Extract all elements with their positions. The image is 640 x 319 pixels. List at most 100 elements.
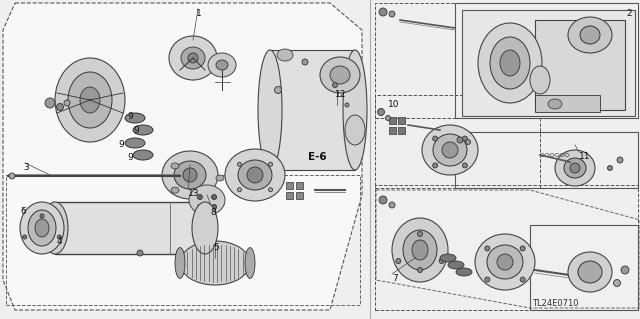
Ellipse shape — [216, 60, 228, 70]
Ellipse shape — [133, 125, 153, 135]
Circle shape — [607, 166, 612, 170]
Circle shape — [462, 163, 467, 168]
Text: TL24E0710: TL24E0710 — [532, 299, 579, 308]
Ellipse shape — [162, 151, 218, 199]
Text: 3: 3 — [23, 163, 29, 172]
Bar — [296, 192, 303, 199]
Ellipse shape — [277, 49, 293, 61]
Ellipse shape — [171, 163, 179, 169]
Ellipse shape — [490, 37, 530, 89]
Bar — [462, 10, 635, 116]
Polygon shape — [376, 190, 640, 308]
Circle shape — [212, 195, 216, 200]
Bar — [455, 3, 638, 118]
Ellipse shape — [442, 142, 458, 158]
Text: 1: 1 — [196, 9, 202, 18]
Ellipse shape — [125, 113, 145, 123]
Ellipse shape — [225, 149, 285, 201]
Circle shape — [197, 204, 202, 210]
Ellipse shape — [169, 36, 217, 80]
Ellipse shape — [245, 248, 255, 278]
Ellipse shape — [330, 66, 350, 84]
Bar — [389, 127, 396, 134]
Bar — [530, 225, 638, 310]
Polygon shape — [3, 3, 362, 310]
Bar — [296, 182, 303, 189]
Circle shape — [485, 277, 490, 282]
Circle shape — [520, 246, 525, 251]
Ellipse shape — [208, 53, 236, 77]
Ellipse shape — [42, 202, 68, 254]
Circle shape — [485, 246, 490, 251]
Ellipse shape — [125, 138, 145, 148]
Text: 9: 9 — [127, 112, 132, 121]
Ellipse shape — [568, 17, 612, 53]
Circle shape — [433, 136, 438, 141]
Circle shape — [385, 115, 390, 121]
Text: 8: 8 — [210, 208, 216, 217]
Circle shape — [417, 268, 422, 272]
Ellipse shape — [456, 268, 472, 276]
Ellipse shape — [192, 202, 218, 254]
Bar — [375, 95, 540, 188]
Ellipse shape — [433, 134, 467, 166]
Ellipse shape — [188, 53, 198, 63]
Circle shape — [621, 266, 629, 274]
Circle shape — [462, 136, 467, 141]
Circle shape — [389, 11, 395, 17]
Circle shape — [614, 279, 621, 286]
Circle shape — [9, 173, 15, 179]
Ellipse shape — [189, 185, 225, 215]
Text: 7: 7 — [392, 274, 397, 283]
Ellipse shape — [343, 50, 367, 170]
Ellipse shape — [580, 26, 600, 44]
Bar — [535, 95, 600, 112]
Ellipse shape — [171, 187, 179, 193]
Circle shape — [378, 108, 385, 115]
Circle shape — [617, 157, 623, 163]
Circle shape — [56, 103, 63, 110]
Ellipse shape — [345, 115, 365, 145]
Circle shape — [137, 250, 143, 256]
Text: 11: 11 — [579, 152, 591, 161]
Ellipse shape — [68, 72, 112, 128]
Bar — [398, 127, 405, 134]
Text: 10: 10 — [388, 100, 399, 109]
Ellipse shape — [403, 230, 437, 270]
Ellipse shape — [174, 161, 206, 189]
Ellipse shape — [487, 245, 523, 279]
Circle shape — [433, 163, 438, 168]
Ellipse shape — [530, 66, 550, 94]
Ellipse shape — [183, 168, 197, 182]
Circle shape — [237, 188, 241, 192]
Circle shape — [379, 196, 387, 204]
Ellipse shape — [181, 47, 205, 69]
Circle shape — [269, 188, 273, 192]
Circle shape — [457, 137, 463, 143]
Bar — [286, 192, 293, 199]
Bar — [455, 132, 638, 188]
Circle shape — [269, 162, 273, 166]
Text: 4: 4 — [57, 237, 63, 246]
Circle shape — [197, 195, 202, 200]
Circle shape — [520, 277, 525, 282]
Circle shape — [389, 202, 395, 208]
Text: 12: 12 — [335, 90, 346, 99]
Ellipse shape — [35, 219, 49, 237]
Ellipse shape — [478, 23, 542, 103]
Text: 6: 6 — [20, 207, 26, 216]
Bar — [398, 117, 405, 124]
Ellipse shape — [440, 254, 456, 262]
Bar — [375, 3, 638, 118]
Ellipse shape — [555, 150, 595, 186]
Ellipse shape — [578, 261, 602, 283]
Ellipse shape — [216, 175, 224, 181]
Bar — [389, 117, 396, 124]
Circle shape — [58, 235, 61, 239]
Text: 9: 9 — [127, 153, 132, 162]
Circle shape — [275, 86, 282, 93]
Bar — [375, 185, 638, 310]
Text: 9: 9 — [133, 126, 139, 135]
Ellipse shape — [422, 125, 478, 175]
Circle shape — [22, 235, 27, 239]
